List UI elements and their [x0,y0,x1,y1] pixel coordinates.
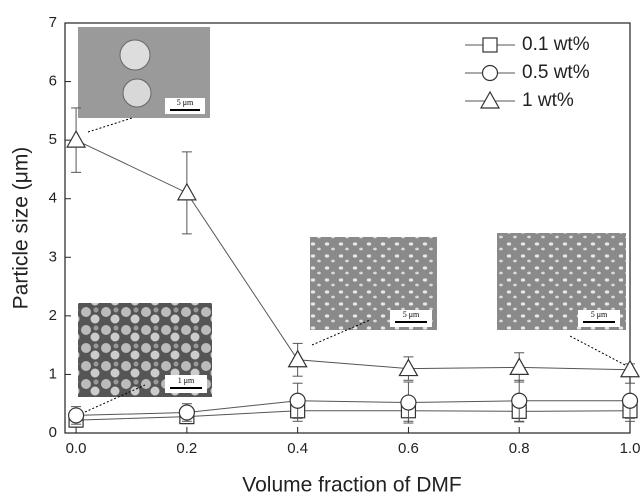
series-line [75,139,631,371]
marker [66,129,87,148]
y-tick-label: 4 [49,190,57,207]
x-tick-label: 0.0 [66,440,87,457]
series [67,379,639,425]
legend-marker [479,90,501,109]
scale-label: 1 μm [178,376,195,385]
legend-marker [481,64,499,82]
inset: 5 μm [497,233,626,330]
marker [287,349,308,368]
x-tick-label: 0.4 [287,440,308,457]
x-axis-label: Volume fraction of DMF [242,474,461,497]
plot-frame [64,22,631,434]
y-tick-label: 6 [49,73,57,90]
x-tick-label: 0.6 [398,440,419,457]
legend: 0.1 wt% 0.5 wt% 1 wt% [465,34,590,111]
legend-marker [482,37,498,53]
y-tick-label: 7 [49,14,57,31]
marker [398,358,419,377]
marker [621,392,639,409]
series [66,107,640,383]
series-line [76,410,631,421]
legend-label: 1 wt% [522,90,574,111]
marker [289,392,306,409]
y-tick-label: 0 [49,424,57,441]
legend-label: 0.1 wt% [522,34,590,55]
inset-arrows [84,117,626,413]
y-tick-label: 2 [49,307,57,324]
marker [67,407,85,424]
marker [511,392,528,409]
x-tick-label: 0.2 [176,440,197,457]
marker [400,394,417,411]
marker [176,182,197,201]
marker [178,404,195,421]
y-tick-label: 3 [49,248,57,265]
scale-label: 5 μm [177,98,194,107]
y-tick-label: 5 [49,131,57,148]
y-tick-label: 1 [49,365,57,382]
inset: 5 μm [310,237,437,330]
marker [619,359,640,378]
inset: 1 μm [78,303,212,397]
scale-label: 5 μm [591,310,608,319]
legend-label: 0.5 wt% [522,62,590,83]
x-tick-label: 0.8 [509,440,530,457]
series-line [76,400,630,416]
y-axis-label: Particle size (μm) [10,147,33,310]
marker [509,357,530,375]
inset: 5 μm [78,27,210,118]
scale-label: 5 μm [403,310,420,319]
x-tick-label: 1.0 [620,440,640,457]
